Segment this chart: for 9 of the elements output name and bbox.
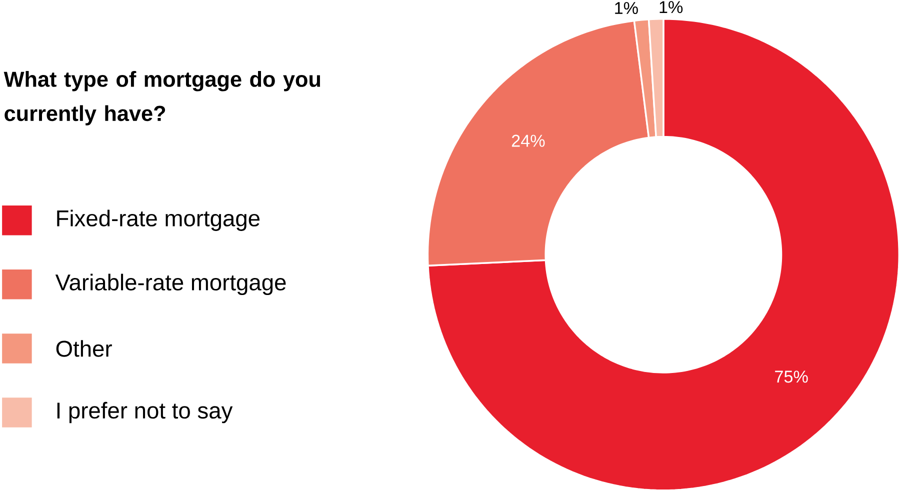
data-label: 1% — [660, 1, 683, 13]
data-label: 1% — [615, 2, 638, 14]
text: What type of mortgage do you currently have? — [4, 70, 320, 126]
legend-label: I prefer not to say — [57, 402, 233, 424]
legend-label: Other — [56, 340, 112, 357]
legend-label: Fixed-rate mortgage — [57, 210, 260, 231]
data-label: 75% — [775, 370, 808, 383]
legend-label: Variable-rate mortgage — [55, 274, 286, 295]
data-label: 24% — [512, 134, 545, 147]
